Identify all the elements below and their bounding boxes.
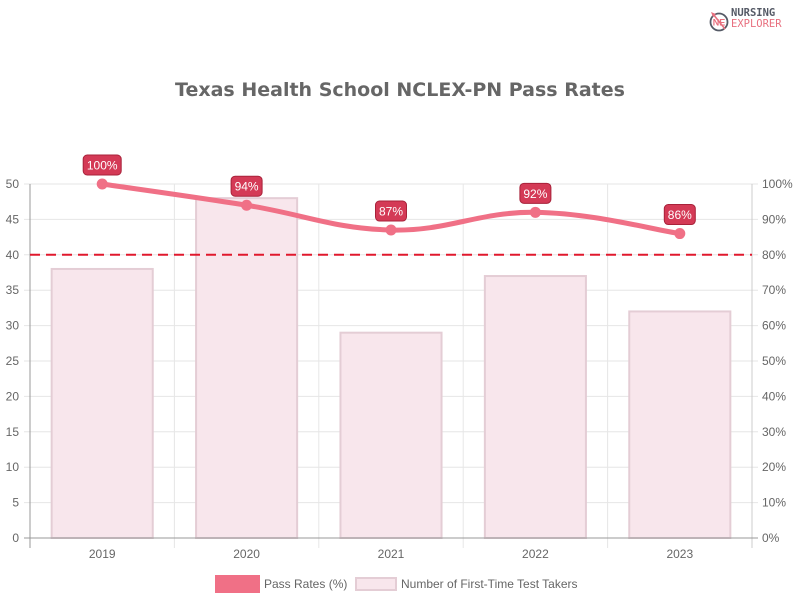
data-label-text: 86% [668,208,692,222]
left-tick-label: 0 [12,531,19,545]
legend-label: Number of First-Time Test Takers [401,577,578,591]
left-tick-label: 5 [12,496,19,510]
legend-item-pass-rates[interactable]: Pass Rates (%) [215,575,347,593]
logo-line1: NURSING [731,7,776,19]
left-tick-label: 45 [6,212,20,226]
nursing-explorer-logo: NE NURSING EXPLORER [709,7,793,35]
left-tick-label: 15 [6,425,20,439]
x-tick-label: 2022 [522,547,549,561]
x-tick-label: 2019 [89,547,116,561]
line-series [96,178,686,240]
data-label-text: 100% [87,159,118,173]
chart-title: Texas Health School NCLEX-PN Pass Rates [175,79,625,101]
bar-2019 [50,267,154,539]
pass-rate-point-2020 [241,199,253,211]
right-tick-label: 90% [762,212,786,226]
data-labels: 100% 94% 87% 92% 86% [82,154,696,226]
bar-2022 [483,275,587,539]
data-label-text: 92% [523,187,547,201]
data-label-text: 87% [379,205,403,219]
left-tick-label: 40 [6,248,20,262]
bar-2021 [339,331,443,539]
right-tick-label: 10% [762,496,786,510]
svg-text:NE: NE [713,18,726,28]
x-tick-label: 2021 [378,547,405,561]
x-tick-label: 2020 [233,547,260,561]
right-tick-label: 30% [762,425,786,439]
right-tick-label: 0% [762,531,780,545]
x-tick-label: 2023 [666,547,693,561]
bar-series [50,197,732,539]
left-tick-label: 10 [6,460,20,474]
data-label-text: 94% [235,180,259,194]
legend-swatch-bar [355,577,397,591]
pass-rate-point-2019 [96,178,108,190]
bar-2020 [195,197,299,539]
right-axis-ticks: 0% 10% 20% 30% 40% 50% 60% 70% 80% 90% 100% [762,177,793,545]
x-axis-ticks: 2019 2020 2021 2022 2023 [89,547,694,561]
logo-mark-icon: NE [709,12,729,32]
right-tick-label: 70% [762,283,786,297]
left-tick-label: 30 [6,319,20,333]
left-tick-label: 35 [6,283,20,297]
data-label-bg [375,200,407,222]
right-tick-label: 60% [762,319,786,333]
legend-label: Pass Rates (%) [264,577,348,591]
right-tick-label: 40% [762,389,786,403]
left-tick-label: 50 [6,177,20,191]
left-tick-label: 20 [6,389,20,403]
data-label-bg [663,204,696,226]
right-tick-label: 80% [762,248,786,262]
data-label-bg [230,175,263,197]
legend-item-test-takers[interactable]: Number of First-Time Test Takers [355,575,577,593]
legend-swatch-line [215,575,260,593]
right-tick-label: 50% [762,354,786,368]
left-axis-ticks: 0 5 10 15 20 25 30 35 40 45 50 [6,177,20,545]
data-label-bg [519,182,552,204]
bar-2023 [628,310,732,539]
axes [24,184,758,548]
data-label-bg [82,154,122,176]
right-tick-label: 20% [762,460,786,474]
pass-rate-point-2022 [529,206,541,218]
legend: Pass Rates (%) Number of First-Time Test… [0,575,800,593]
pass-rate-point-2021 [385,224,397,236]
logo-line2: EXPLORER [731,18,782,30]
right-tick-label: 100% [762,177,793,191]
pass-rate-point-2023 [674,228,686,240]
left-tick-label: 25 [6,354,20,368]
